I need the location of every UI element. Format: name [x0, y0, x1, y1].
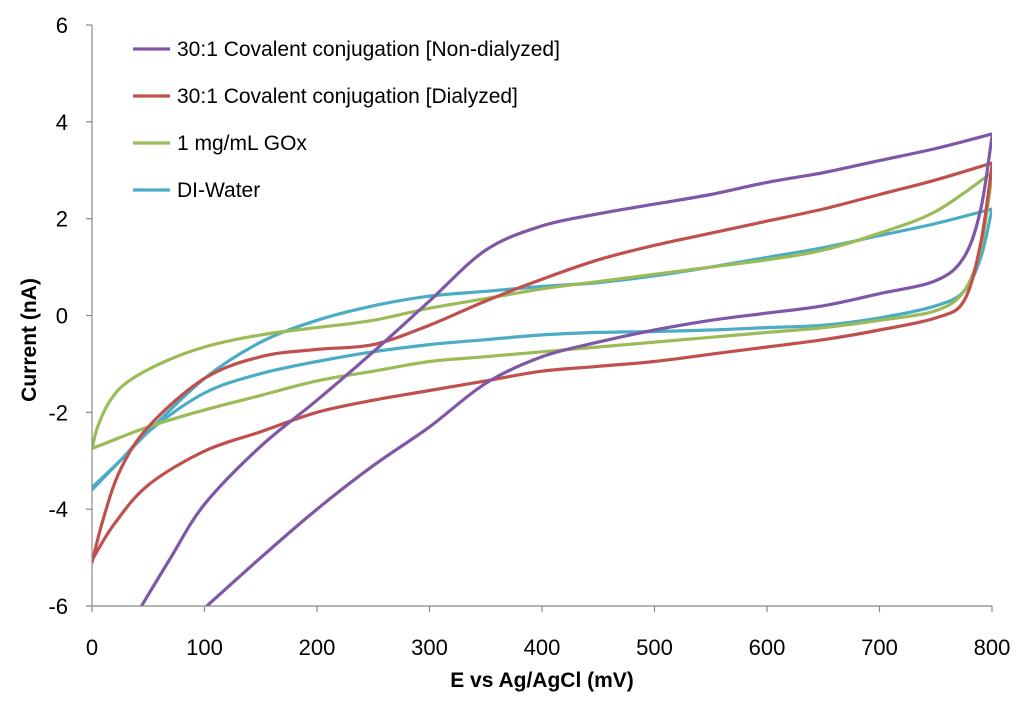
series-1-forward-sweep [139, 132, 992, 606]
legend-item: DI-Water [133, 179, 260, 202]
x-axis-title: E vs Ag/AgCl (mV) [450, 669, 634, 692]
y-tick-label: 6 [56, 13, 68, 38]
x-tick-label: 400 [524, 635, 561, 660]
y-tick-label: 2 [56, 207, 68, 232]
tick-labels-layer: 0 100 200 300 400 500 600 700 800 -6 -4 -2 0 2 4 6 [48, 13, 1010, 660]
series-4-reverse-sweep [92, 207, 992, 489]
legend-item: 30:1 Covalent conjugation [Dialyzed] [133, 85, 518, 108]
series-1-reverse-sweep [205, 134, 992, 606]
series-2-forward-sweep [92, 161, 992, 564]
x-tick-label: 700 [861, 635, 898, 660]
series-3-reverse-sweep [92, 173, 992, 451]
legend-label: DI-Water [177, 179, 260, 202]
series-1-mg-ml-gox [92, 171, 992, 451]
series-30-1-covalent-conjugation-dialyzed [92, 161, 992, 564]
x-tick-label: 300 [411, 635, 448, 660]
y-tick-label: 0 [56, 304, 68, 329]
legend-label: 30:1 Covalent conjugation [Dialyzed] [177, 85, 518, 108]
x-tick-label: 200 [299, 635, 336, 660]
y-tick-label: -2 [48, 400, 68, 425]
x-tick-label: 600 [749, 635, 786, 660]
plot-area [92, 25, 992, 606]
y-tick-label: 4 [56, 110, 68, 135]
series-30-1-covalent-conjugation-non-dialyzed [139, 132, 992, 606]
legend-label: 30:1 Covalent conjugation [Non-dialyzed] [177, 38, 560, 61]
legend-item: 1 mg/mL GOx [133, 132, 307, 155]
series-layer [92, 132, 992, 606]
y-tick-label: -6 [48, 594, 68, 619]
series-2-reverse-sweep [92, 163, 992, 562]
legend: 30:1 Covalent conjugation [Non-dialyzed]… [133, 38, 560, 202]
x-tick-label: 500 [636, 635, 673, 660]
y-tick-label: -4 [48, 497, 68, 522]
series-3-forward-sweep [92, 171, 992, 451]
x-tick-label: 800 [974, 635, 1011, 660]
x-tick-label: 0 [86, 635, 98, 660]
y-axis-title: Current (nA) [18, 278, 41, 402]
legend-item: 30:1 Covalent conjugation [Non-dialyzed] [133, 38, 560, 61]
legend-label: 1 mg/mL GOx [177, 132, 307, 155]
x-tick-label: 100 [186, 635, 223, 660]
